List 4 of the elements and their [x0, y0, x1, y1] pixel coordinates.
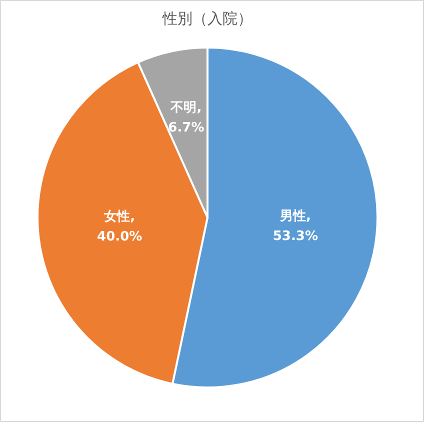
slice-label: 女性, 40.0% — [97, 209, 142, 244]
slice-label: 男性, 53.3% — [272, 209, 318, 244]
slice-label: 不明, 6.7% — [168, 100, 204, 136]
chart-title: 性別（入院） — [162, 10, 252, 28]
